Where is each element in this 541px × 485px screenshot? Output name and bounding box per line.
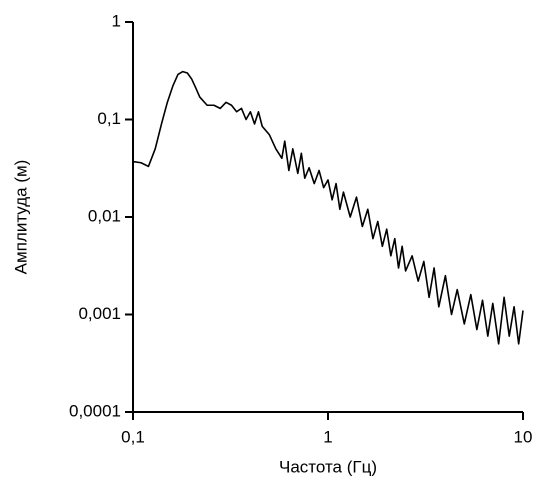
data-line xyxy=(132,70,524,345)
y-axis-label: Амплитуда (м) xyxy=(11,160,30,275)
y-tick-label: 0,01 xyxy=(88,206,121,225)
y-tick-label: 0,0001 xyxy=(69,401,121,420)
y-tick-label: 0,001 xyxy=(78,304,121,323)
x-tick-label: 1 xyxy=(323,427,332,446)
y-tick-label: 0,1 xyxy=(97,109,121,128)
x-tick-label: 0,1 xyxy=(121,427,145,446)
x-axis-label: Частота (Гц) xyxy=(279,457,377,476)
y-tick-label: 1 xyxy=(112,11,121,30)
x-tick-label: 10 xyxy=(514,427,533,446)
